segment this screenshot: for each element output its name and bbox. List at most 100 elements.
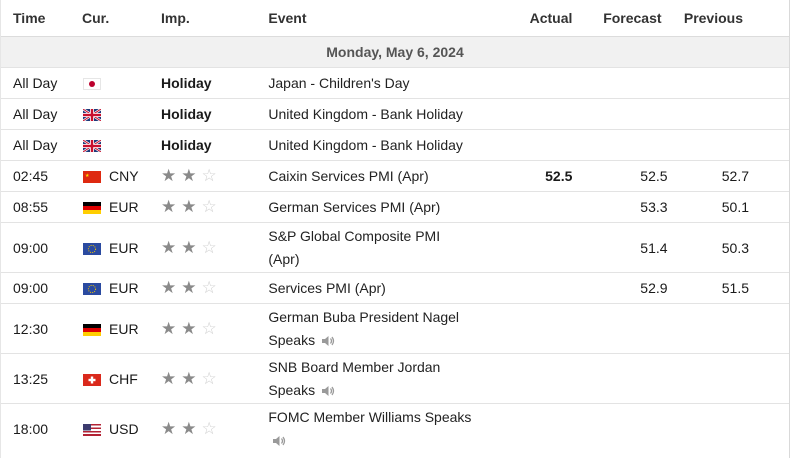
event-title[interactable]: United Kingdom - Bank Holiday [268,136,463,153]
table-row[interactable]: All Day Holiday United Kingdom - Bank Ho… [1,98,789,130]
date-row: Monday, May 6, 2024 [1,36,789,68]
previous-value [677,67,789,99]
table-row[interactable]: 02:45 ★ CNY ★ ★ ☆ Caixin Services PMI (Apr… [1,160,789,192]
header-event[interactable]: Event [268,10,307,26]
currency-code: CHF [109,370,138,387]
event-title[interactable]: SNB Board Member Jordan [268,358,441,375]
actual-value [493,98,587,130]
event-title-line2[interactable]: (Apr) [268,250,300,267]
table-row[interactable]: All Day Holiday United Kingdom - Bank Ho… [1,129,789,161]
event-title-line2[interactable]: Speaks [268,331,316,348]
previous-value: 52.7 [677,160,789,192]
header-importance[interactable]: Imp. [161,10,190,26]
event-name[interactable]: SNB Board Member Jordan Speaks [268,353,494,404]
event-time: 08:55 [1,191,83,223]
event-title[interactable]: S&P Global Composite PMI [268,227,441,244]
speaker-icon [272,435,286,447]
importance-stars: ★ ★ ☆ [161,160,269,192]
star-filled-icon: ★ [181,278,197,297]
previous-value [677,129,789,161]
currency-cell [82,129,162,161]
actual-value: 52.5 [493,160,587,192]
star-filled-icon: ★ [181,418,197,438]
currency-cell [82,67,162,99]
event-name[interactable]: FOMC Member Williams Speaks [268,403,494,453]
event-title[interactable]: German Buba President Nagel [268,308,460,325]
actual-value [493,403,587,453]
star-empty-icon: ☆ [201,318,217,338]
calendar-table: Time Cur. Imp. Event Actual Forecast Pre… [1,0,789,453]
event-name[interactable]: German Services PMI (Apr) [268,191,494,223]
event-name[interactable]: United Kingdom - Bank Holiday [268,129,494,161]
forecast-value [586,67,678,99]
currency-cell [82,98,162,130]
event-name[interactable]: Japan - Children's Day [268,67,494,99]
importance-holiday: Holiday [161,129,269,161]
forecast-value: 53.3 [586,191,678,223]
table-row[interactable]: 09:00 EUR ★ ★ ☆ Services PMI (Apr) 52.9 51… [1,272,789,304]
star-filled-icon: ★ [161,318,177,338]
forecast-value [586,303,678,354]
header-forecast[interactable]: Forecast [603,10,662,26]
event-name[interactable]: S&P Global Composite PMI (Apr) [268,222,494,273]
currency-code: EUR [109,320,139,337]
star-filled-icon: ★ [181,368,197,388]
header-previous[interactable]: Previous [683,10,743,26]
event-title[interactable]: Japan - Children's Day [268,74,410,91]
event-name[interactable]: German Buba President Nagel Speaks [268,303,494,354]
event-title-line2[interactable]: Speaks [268,381,316,398]
table-row[interactable]: 08:55 EUR ★ ★ ☆ German Services PMI (Apr) … [1,191,789,223]
table-row[interactable]: All Day Holiday Japan - Children's Day [1,67,789,99]
table-row[interactable]: 13:25 CHF ★ ★ ☆ SNB Board Member Jordan Sp… [1,353,789,404]
currency-cell: EUR [82,303,162,354]
event-title[interactable]: German Services PMI (Apr) [268,198,441,215]
previous-value: 50.1 [677,191,789,223]
importance-holiday: Holiday [161,67,269,99]
event-title[interactable]: Services PMI (Apr) [268,279,386,296]
event-title[interactable]: FOMC Member Williams Speaks [268,408,472,425]
header-time[interactable]: Time [13,10,46,26]
event-title[interactable]: United Kingdom - Bank Holiday [268,105,463,122]
star-empty-icon: ☆ [201,237,217,257]
japan-flag-icon [83,78,102,90]
actual-value [493,191,587,223]
table-row[interactable]: 09:00 EUR ★ ★ ☆ S&P Global Composite PMI (… [1,222,789,273]
svg-text:★: ★ [85,173,90,179]
currency-code: EUR [109,239,139,256]
importance-stars: ★ ★ ☆ [161,303,269,354]
previous-value [677,98,789,130]
event-name[interactable]: United Kingdom - Bank Holiday [268,98,494,130]
usa-flag-icon [83,423,102,436]
event-name[interactable]: Services PMI (Apr) [268,272,494,304]
uk-flag-icon [83,109,101,121]
star-empty-icon: ☆ [201,368,217,388]
event-time: 18:00 [1,403,83,453]
event-time: 02:45 [1,160,83,192]
star-filled-icon: ★ [181,237,197,257]
header-currency[interactable]: Cur. [82,10,110,26]
header-actual[interactable]: Actual [529,10,573,26]
currency-code: USD [109,420,139,437]
currency-cell: EUR [82,222,162,273]
date-label: Monday, May 6, 2024 [1,36,789,68]
star-empty-icon: ☆ [201,197,217,216]
star-filled-icon: ★ [181,166,197,185]
actual-value [493,222,587,273]
actual-value [493,353,587,404]
uk-flag-icon [83,140,101,152]
star-filled-icon: ★ [181,318,197,338]
event-time: 09:00 [1,222,83,273]
switzerland-flag-icon [83,373,102,386]
importance-stars: ★ ★ ☆ [161,353,269,404]
event-name[interactable]: Caixin Services PMI (Apr) [268,160,494,192]
table-row[interactable]: 18:00 USD ★ ★ ☆ FOMC Member Williams Speak… [1,403,789,453]
star-filled-icon: ★ [161,418,177,438]
actual-value [493,272,587,304]
previous-value [677,403,789,453]
event-title[interactable]: Caixin Services PMI (Apr) [268,167,429,184]
forecast-value: 51.4 [586,222,678,273]
event-time: 09:00 [1,272,83,304]
star-empty-icon: ☆ [201,278,217,297]
currency-cell: USD [82,403,162,453]
table-row[interactable]: 12:30 EUR ★ ★ ☆ German Buba President Nage… [1,303,789,354]
